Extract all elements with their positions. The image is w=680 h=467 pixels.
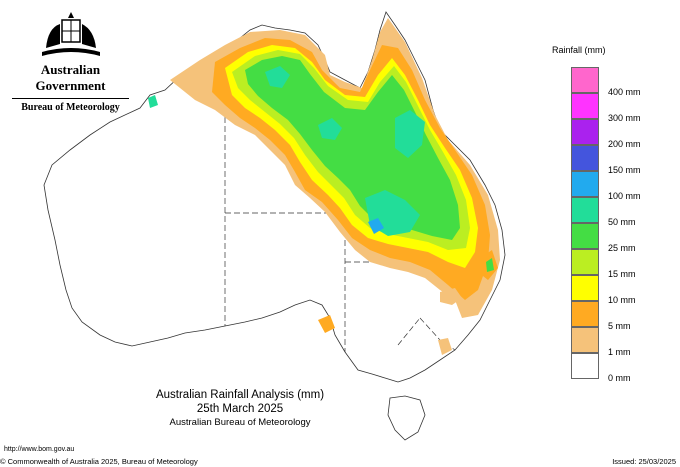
website-link[interactable]: http://www.bom.gov.au bbox=[4, 446, 75, 453]
legend-item: 50 mm bbox=[571, 197, 671, 227]
legend-item: 400 mm bbox=[571, 67, 671, 97]
rainfall-legend: 400 mm 300 mm 200 mm 150 mm 100 mm 50 mm 25 mm… bbox=[571, 67, 671, 383]
legend-item: 300 mm bbox=[571, 93, 671, 123]
legend-item: 10 mm bbox=[571, 275, 671, 305]
legend-swatch bbox=[571, 327, 599, 353]
map-title: Australian Rainfall Analysis (mm) bbox=[155, 389, 325, 401]
legend-item: 200 mm bbox=[571, 119, 671, 149]
map-title-block: Australian Rainfall Analysis (mm) 25th M… bbox=[110, 388, 370, 429]
legend-swatch bbox=[571, 119, 599, 145]
legend-swatch bbox=[571, 145, 599, 171]
legend-item: 100 mm bbox=[571, 171, 671, 201]
copyright-text: © Commonwealth of Australia 2025, Bureau… bbox=[0, 457, 198, 466]
legend-swatch bbox=[571, 93, 599, 119]
legend-item: 25 mm bbox=[571, 223, 671, 253]
legend-title: Rainfall (mm) bbox=[552, 45, 606, 55]
legend-label: 200 mm bbox=[608, 139, 641, 149]
legend-swatch bbox=[571, 67, 599, 93]
legend-item: 15 mm bbox=[571, 249, 671, 279]
legend-swatch bbox=[571, 197, 599, 223]
legend-label: 10 mm bbox=[608, 295, 636, 305]
map-source: Australian Bureau of Meteorology bbox=[169, 417, 311, 428]
legend-swatch bbox=[571, 171, 599, 197]
legend-label: 1 mm bbox=[608, 347, 631, 357]
agency-name: Bureau of Meteorology bbox=[21, 102, 120, 113]
legend-item: 0 mm bbox=[571, 353, 671, 383]
map-date: 25th March 2025 bbox=[196, 403, 284, 415]
legend-item: 150 mm bbox=[571, 145, 671, 175]
legend-item: 1 mm bbox=[571, 327, 671, 357]
legend-label: 100 mm bbox=[608, 191, 641, 201]
legend-label: 300 mm bbox=[608, 113, 641, 123]
legend-label: 50 mm bbox=[608, 217, 636, 227]
legend-swatch bbox=[571, 275, 599, 301]
legend-swatch bbox=[571, 223, 599, 249]
rainfall-areas bbox=[148, 18, 500, 355]
legend-swatch bbox=[571, 249, 599, 275]
branding-divider bbox=[12, 98, 129, 99]
legend-label: 0 mm bbox=[608, 373, 631, 383]
legend-label: 25 mm bbox=[608, 243, 636, 253]
agency-branding: Australian Government Bureau of Meteorol… bbox=[8, 8, 133, 113]
legend-label: 150 mm bbox=[608, 165, 641, 175]
legend-label: 400 mm bbox=[608, 87, 641, 97]
legend-swatch bbox=[571, 353, 599, 379]
tasmania-outline bbox=[387, 395, 426, 441]
coat-of-arms-icon bbox=[41, 12, 100, 56]
legend-label: 15 mm bbox=[608, 269, 636, 279]
legend-item: 5 mm bbox=[571, 301, 671, 331]
government-name: Australian Government bbox=[35, 62, 106, 93]
issued-date: Issued: 25/03/2025 bbox=[612, 457, 676, 466]
legend-label: 5 mm bbox=[608, 321, 631, 331]
legend-swatch bbox=[571, 301, 599, 327]
